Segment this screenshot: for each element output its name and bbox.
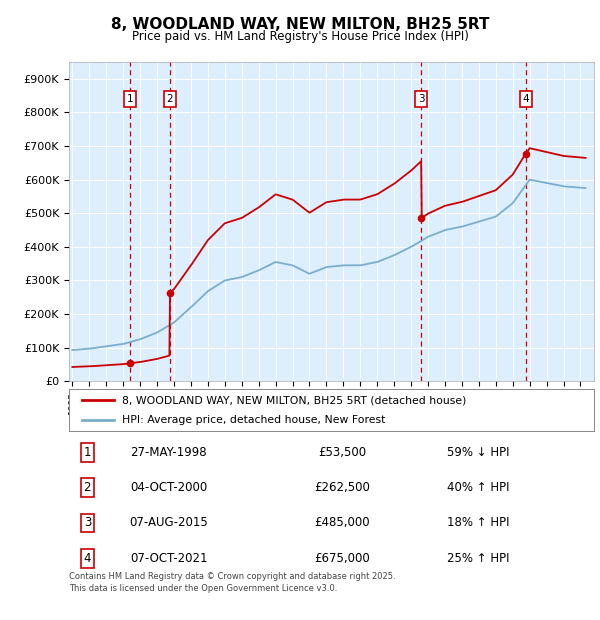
Text: HPI: Average price, detached house, New Forest: HPI: Average price, detached house, New … xyxy=(121,415,385,425)
Text: 40% ↑ HPI: 40% ↑ HPI xyxy=(447,481,510,494)
Text: 1: 1 xyxy=(127,94,133,104)
Text: 2: 2 xyxy=(83,481,91,494)
Text: 8, WOODLAND WAY, NEW MILTON, BH25 5RT (detached house): 8, WOODLAND WAY, NEW MILTON, BH25 5RT (d… xyxy=(121,395,466,405)
Text: 4: 4 xyxy=(523,94,529,104)
Text: 8, WOODLAND WAY, NEW MILTON, BH25 5RT: 8, WOODLAND WAY, NEW MILTON, BH25 5RT xyxy=(111,17,489,32)
Text: 07-AUG-2015: 07-AUG-2015 xyxy=(130,516,208,529)
Text: £485,000: £485,000 xyxy=(314,516,370,529)
Text: 1: 1 xyxy=(83,446,91,459)
Text: 27-MAY-1998: 27-MAY-1998 xyxy=(130,446,207,459)
Text: £53,500: £53,500 xyxy=(318,446,366,459)
Text: 07-OCT-2021: 07-OCT-2021 xyxy=(130,552,208,565)
Text: £675,000: £675,000 xyxy=(314,552,370,565)
Text: 25% ↑ HPI: 25% ↑ HPI xyxy=(447,552,510,565)
Text: 3: 3 xyxy=(83,516,91,529)
Text: Contains HM Land Registry data © Crown copyright and database right 2025.
This d: Contains HM Land Registry data © Crown c… xyxy=(69,572,395,593)
Text: 3: 3 xyxy=(418,94,425,104)
Text: 4: 4 xyxy=(83,552,91,565)
Text: Price paid vs. HM Land Registry's House Price Index (HPI): Price paid vs. HM Land Registry's House … xyxy=(131,30,469,43)
Text: 18% ↑ HPI: 18% ↑ HPI xyxy=(447,516,510,529)
Text: £262,500: £262,500 xyxy=(314,481,370,494)
Text: 2: 2 xyxy=(166,94,173,104)
Text: 04-OCT-2000: 04-OCT-2000 xyxy=(130,481,208,494)
Text: 59% ↓ HPI: 59% ↓ HPI xyxy=(447,446,510,459)
